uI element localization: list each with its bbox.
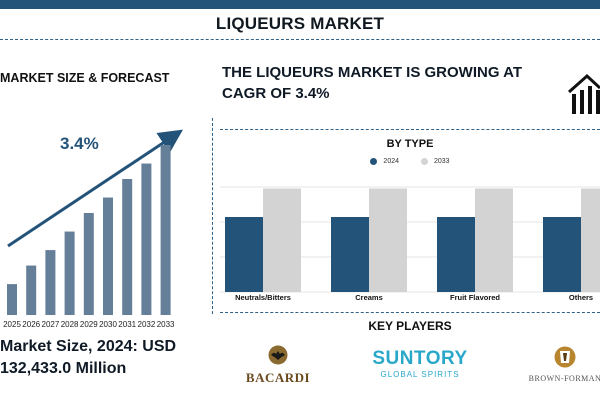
year-label-2032: 2032 (138, 320, 156, 329)
category-label: Others (569, 293, 593, 302)
suntory-wordmark: SUNTORY (372, 348, 468, 369)
page-title: LIQUEURS MARKET (215, 14, 385, 33)
section-divider (220, 129, 600, 130)
type-bar-2024-others (543, 217, 581, 292)
brown-forman-logo: BROWN-FORMAN (520, 345, 600, 383)
forecast-bar-2033 (160, 145, 171, 315)
house-chart-icon (568, 73, 600, 114)
year-label-2025: 2025 (3, 320, 21, 329)
crest-icon (554, 346, 576, 368)
suntory-logo: SUNTORY GLOBAL SPIRITS (360, 348, 480, 379)
legend-swatch-2024 (370, 158, 378, 165)
forecast-bar-2031 (122, 179, 133, 315)
year-label-2026: 2026 (22, 320, 40, 329)
category-label: Neutrals/Bitters (235, 293, 291, 302)
forecast-bar-2025 (7, 284, 17, 315)
type-bar-2024-creams (331, 217, 369, 292)
type-bar-2024-neutrals-bitters (225, 217, 263, 292)
forecast-bar-2029 (83, 213, 94, 315)
forecast-bar-2030 (103, 197, 113, 315)
forecast-bar-2027 (45, 250, 56, 315)
bat-icon (268, 345, 288, 365)
forecast-bar-2028 (64, 231, 75, 315)
growth-rate-label: 3.4% (60, 134, 99, 153)
brown-forman-wordmark: BROWN-FORMAN (528, 374, 600, 383)
market-size-value: 132,433.0 Million (0, 360, 127, 377)
year-label-2033: 2033 (157, 320, 175, 329)
forecast-bar-2032 (141, 163, 152, 315)
panel-divider (212, 118, 213, 314)
by-type-legend: 2024 2033 (220, 158, 600, 165)
legend-item-2024: 2024 (370, 158, 399, 165)
market-size-label: Market Size, 2024: USD (0, 338, 177, 355)
by-type-chart: Neutrals/Bitters Creams Fruit Flavored Othe… (220, 186, 600, 302)
year-label-2029: 2029 (80, 320, 98, 329)
by-type-title: BY TYPE (386, 138, 434, 150)
year-label-2027: 2027 (42, 320, 60, 329)
legend-label-2024: 2024 (383, 158, 399, 165)
year-label-2028: 2028 (61, 320, 79, 329)
key-players-title: KEY PLAYERS (368, 319, 452, 333)
type-bar-2033-creams (369, 188, 407, 292)
bacardi-wordmark: BACARDI (245, 370, 311, 385)
key-players-divider (220, 312, 600, 313)
type-bar-2033-neutrals-bitters (263, 188, 301, 292)
year-label-2030: 2030 (99, 320, 117, 329)
forecast-bar-2026 (26, 265, 37, 315)
legend-label-2033: 2033 (434, 158, 450, 165)
suntory-subtitle: GLOBAL SPIRITS (380, 370, 460, 379)
bacardi-logo: BACARDI (238, 345, 318, 390)
category-label: Fruit Flavored (450, 293, 500, 302)
year-label-2031: 2031 (118, 320, 136, 329)
forecast-heading: MARKET SIZE & FORECAST (0, 71, 170, 85)
legend-swatch-2033 (421, 158, 428, 165)
type-bar-2033-fruit-flavored (475, 188, 513, 292)
forecast-chart: 2025 2026 2027 2028 2029 2030 2031 2032 2033 (3, 129, 183, 329)
title-bar: LIQUEURS MARKET (0, 9, 600, 40)
type-bar-2024-fruit-flavored (437, 217, 475, 292)
header-band (0, 0, 600, 9)
type-bar-2033-others (581, 188, 600, 292)
growth-headline: THE LIQUEURS MARKET IS GROWING AT CAGR O… (222, 64, 522, 102)
category-label: Creams (355, 293, 383, 302)
growth-arrow (7, 129, 183, 248)
legend-item-2033: 2033 (421, 158, 450, 165)
